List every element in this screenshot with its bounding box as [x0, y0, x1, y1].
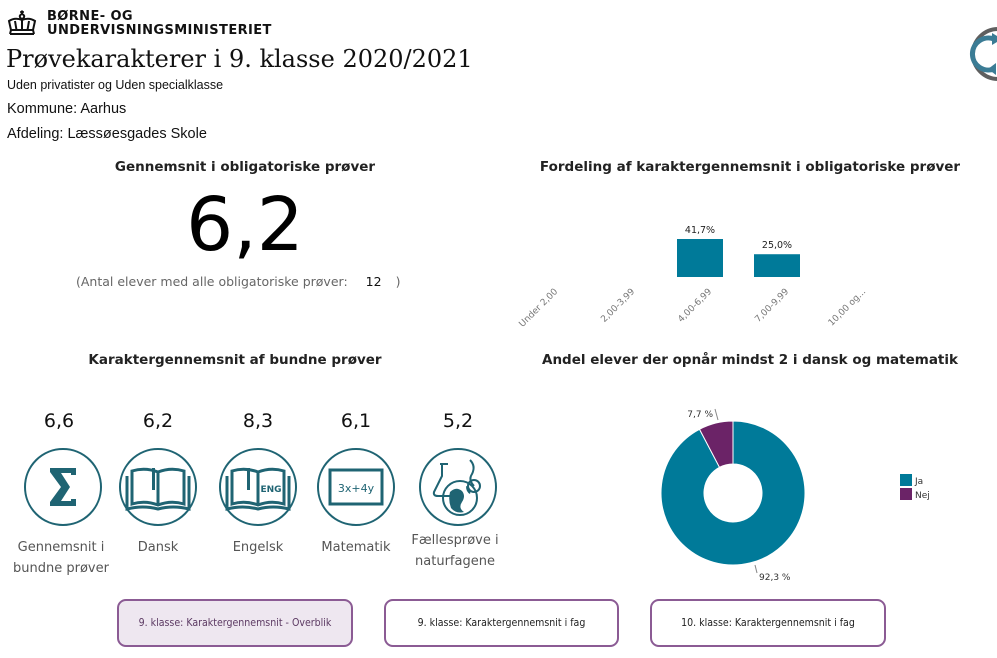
subject-label-line-1: Engelsk: [232, 540, 284, 555]
subjects-title: Karaktergennemsnit af bundne prøver: [88, 352, 382, 368]
bar-value-label: 41,7%: [685, 225, 715, 236]
donut-slice: [698, 420, 734, 469]
average-title: Gennemsnit i obligatoriske prøver: [114, 159, 376, 175]
x-tick-label: 7,00-9,99: [753, 287, 791, 325]
count-value: 12: [365, 274, 382, 289]
legend-label: Ja: [914, 477, 923, 487]
science-globe-icon: [419, 448, 497, 526]
nav-button-10-fag[interactable]: 10. klasse: Karaktergennemsnit i fag: [650, 599, 886, 647]
ministry-line-1: BØRNE- OG: [47, 9, 133, 24]
subject-label: Engelsk: [208, 537, 308, 558]
legend-swatch: [900, 488, 912, 500]
count-suffix: ): [395, 274, 401, 289]
kommune-label: Kommune: Aarhus: [7, 101, 127, 117]
subject-value: 8,3: [242, 410, 274, 432]
count-prefix: (Antal elever med alle obligatoriske prø…: [76, 274, 348, 289]
subject-value: 6,6: [43, 410, 75, 432]
x-tick-label: 10,00 og...: [827, 287, 868, 328]
subject-value: 6,2: [142, 410, 174, 432]
subject-label-line-1: Gennemsnit i: [17, 540, 105, 555]
pass-rate-donut-chart: 92,3 % 7,7 % Ja Nej: [660, 408, 930, 583]
student-count-line: (Antal elever med alle obligatoriske prø…: [76, 274, 400, 289]
leader-line: [754, 564, 758, 574]
subject-label: Dansk: [108, 537, 208, 558]
x-tick-label: 2,00-3,99: [599, 287, 637, 325]
bar-chart-title: Fordeling af karaktergennemsnit i obliga…: [539, 159, 961, 175]
crown-icon: [7, 10, 37, 35]
nav-button-9-fag[interactable]: 9. klasse: Karaktergennemsnit i fag: [384, 599, 619, 647]
x-tick-label: Under 2,00: [518, 287, 561, 330]
subject-value: 5,2: [442, 410, 474, 432]
average-value: 6,2: [186, 182, 304, 268]
page-title: Prøvekarakterer i 9. klasse 2020/2021: [6, 45, 473, 73]
refresh-icon[interactable]: [962, 25, 997, 83]
x-tick-label: 4,00-6,99: [676, 287, 714, 325]
bar-value-label: 25,0%: [762, 240, 792, 251]
math-glyph: 3x+4y: [338, 482, 375, 495]
afdeling-label: Afdeling: Læssøesgades Skole: [7, 126, 207, 142]
subject-label: Fællesprøve i naturfagene: [405, 530, 505, 572]
ministry-line-2: UNDERVISNINGSMINISTERIET: [47, 23, 272, 38]
donut-chart-title: Andel elever der opnår mindst 2 i dansk …: [542, 352, 958, 368]
legend-label: Nej: [915, 491, 930, 501]
subject-label-line-2: naturfagene: [415, 554, 495, 569]
slice-value-label: 7,7 %: [687, 410, 713, 420]
donut-slice: [660, 420, 806, 566]
subject-label-line-1: Dansk: [137, 540, 179, 555]
bar: [677, 239, 723, 277]
subject-label-line-1: Matematik: [321, 540, 391, 555]
subject-label: Gennemsnit i bundne prøver: [11, 537, 111, 579]
blackboard-icon: 3x+4y: [317, 448, 395, 526]
bar: [754, 254, 800, 277]
subject-label-line-1: Fællesprøve i: [411, 533, 499, 548]
subject-label-line-2: bundne prøver: [13, 561, 109, 576]
legend-swatch: [900, 474, 912, 486]
eng-glyph: ENG: [260, 485, 281, 495]
subject-value: 6,1: [340, 410, 372, 432]
leader-line: [714, 408, 719, 421]
ministry-name: BØRNE- OG UNDERVISNINGSMINISTERIET: [47, 10, 272, 38]
nav-button-9-overblik[interactable]: 9. klasse: Karaktergennemsnit - Overblik: [117, 599, 353, 647]
book-icon: [119, 448, 197, 526]
page-subtitle: Uden privatister og Uden specialklasse: [7, 78, 224, 92]
slice-value-label: 92,3 %: [759, 573, 791, 583]
distribution-bar-chart: Under 2,00 2,00-3,99 41,7% 4,00-6,99 25,0% 7,…: [518, 225, 869, 330]
subject-label: Matematik: [306, 537, 406, 558]
book-eng-icon: ENG: [219, 448, 297, 526]
sigma-icon: [24, 448, 102, 526]
